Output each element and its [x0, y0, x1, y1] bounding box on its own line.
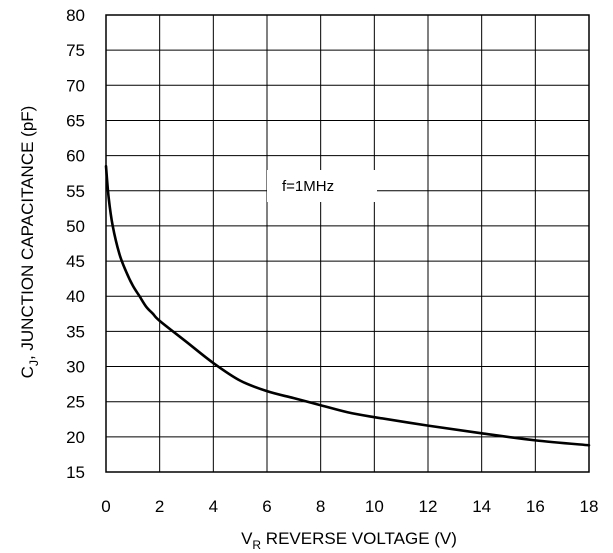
x-tick-label: 8 [316, 497, 325, 516]
y-tick-label: 20 [66, 428, 85, 447]
y-axis-title-main: C [18, 366, 37, 378]
x-tick-label: 2 [155, 497, 164, 516]
y-tick-label: 35 [66, 322, 85, 341]
y-tick-label: 50 [66, 217, 85, 236]
plot-frame [105, 14, 590, 473]
y-tick-label: 45 [66, 252, 85, 271]
y-tick-label: 60 [66, 147, 85, 166]
x-tick-label: 4 [209, 497, 218, 516]
x-tick-label: 12 [419, 497, 438, 516]
y-axis-title: CJ, JUNCTION CAPACITANCE (pF) [18, 106, 41, 379]
x-axis-title-rest: REVERSE VOLTAGE (V) [261, 529, 457, 548]
x-tick-label: 18 [580, 497, 599, 516]
y-tick-label: 70 [66, 76, 85, 95]
x-tick-label: 6 [262, 497, 271, 516]
x-tick-label: 0 [101, 497, 110, 516]
x-tick-label: 16 [526, 497, 545, 516]
x-axis-title: VR REVERSE VOLTAGE (V) [241, 529, 457, 552]
annotation-background [267, 170, 377, 202]
y-axis-title-subscript: J [27, 360, 41, 366]
x-tick-label: 10 [365, 497, 384, 516]
y-tick-label: 30 [66, 358, 85, 377]
x-tick-labels: 0 2 4 6 8 10 12 14 16 18 [101, 497, 598, 516]
y-tick-label: 55 [66, 182, 85, 201]
annotation-group: f=1MHz [267, 170, 377, 202]
y-axis-title-rest: , JUNCTION CAPACITANCE (pF) [18, 106, 37, 360]
y-tick-label: 80 [66, 6, 85, 25]
y-tick-label: 65 [66, 111, 85, 130]
y-tick-labels: 15 20 25 30 35 40 45 50 55 60 65 70 75 80 [66, 6, 85, 482]
x-axis-title-subscript: R [252, 538, 261, 552]
capacitance-curve [104, 164, 591, 447]
frequency-annotation: f=1MHz [282, 178, 334, 195]
y-tick-label: 75 [66, 41, 85, 60]
y-tick-label: 25 [66, 393, 85, 412]
y-tick-label: 15 [66, 463, 85, 482]
plot-border [105, 14, 590, 473]
series-group [104, 164, 591, 447]
y-tick-label: 40 [66, 287, 85, 306]
grid [105, 14, 590, 473]
x-tick-label: 14 [472, 497, 491, 516]
x-axis-title-main: V [241, 529, 253, 548]
